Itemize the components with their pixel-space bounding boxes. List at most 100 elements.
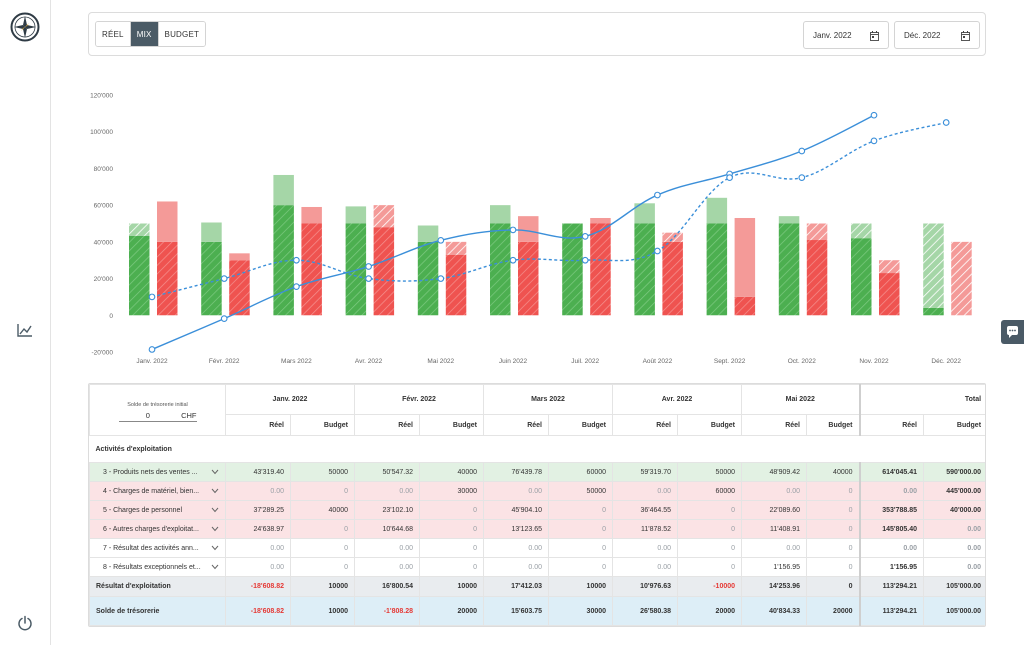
line-point[interactable] (942, 119, 950, 126)
line-point[interactable] (293, 283, 300, 290)
table-cell: 23'102.10 (354, 500, 420, 520)
income-bar-budget (778, 216, 800, 224)
date-from-picker[interactable]: Janv. 2022 (803, 21, 889, 49)
col-budget-header: Budget (677, 414, 743, 436)
sidebar (0, 0, 51, 645)
table-cell: 20000 (677, 596, 743, 626)
expense-bar-budget (373, 205, 395, 228)
table-cell: 0.00 (923, 519, 985, 539)
total-header: Total (858, 384, 985, 415)
mode-mix-button[interactable]: MIX (129, 22, 158, 46)
line-point[interactable] (220, 315, 228, 322)
month-header: Févr. 2022 (354, 384, 484, 415)
expense-bar-real (229, 260, 250, 316)
table-cell: 445'000.00 (923, 481, 985, 501)
line-point[interactable] (365, 263, 372, 270)
line-point[interactable] (148, 293, 156, 301)
table-cell: 26'580.38 (612, 596, 679, 626)
income-bar-budget (129, 223, 150, 236)
table-cell: 0.00 (225, 538, 291, 558)
date-to-picker[interactable]: Déc. 2022 (894, 21, 980, 49)
cashflow-chart: 120'000 100'000 80'000 60'000 40'000 20'000 0 -… (90, 93, 972, 365)
expense-bar-budget (951, 241, 972, 316)
table-cell: 0 (806, 500, 861, 520)
line-point[interactable] (220, 275, 228, 282)
solde-row: Solde de trésorerie -18'608.82 10000 -1'808… (89, 596, 985, 626)
table-row[interactable]: 8 - Résultats exceptionnels et... 0.00 0 0.… (89, 557, 985, 577)
expense-bar-real (157, 241, 178, 316)
x-tick-label: Août 2022 (643, 358, 673, 365)
y-tick-label: 120'000 (90, 93, 113, 100)
col-budget-header: Budget (290, 414, 355, 436)
mode-budget-button[interactable]: BUDGET (157, 22, 206, 46)
line-point[interactable] (365, 275, 372, 282)
table-cell: 0 (677, 538, 743, 558)
line-point[interactable] (437, 275, 445, 282)
x-tick-label: Janv. 2022 (136, 358, 168, 365)
row-label[interactable]: 4 - Charges de matériel, bien... (89, 481, 226, 501)
table-cell: 14'253.96 (741, 576, 808, 597)
row-label-text: 6 - Autres charges d'exploitat... (103, 525, 199, 533)
line-chart-icon[interactable] (17, 323, 33, 337)
compass-logo[interactable] (10, 12, 40, 42)
line-point[interactable] (654, 191, 661, 199)
table-cell: 40'000.00 (923, 500, 985, 520)
row-label[interactable]: 8 - Résultats exceptionnels et... (89, 557, 226, 577)
line-point[interactable] (726, 174, 733, 181)
col-real-header: Réel (483, 414, 549, 436)
table-cell: 0 (290, 519, 355, 539)
table-cell: 50000 (547, 481, 614, 501)
chevron-down-icon[interactable] (211, 526, 219, 532)
table-cell: 10000 (547, 576, 614, 597)
lines (148, 111, 950, 353)
table-cell: 0.00 (612, 538, 679, 558)
table-cell: 105'000.00 (923, 596, 985, 626)
line-point[interactable] (798, 174, 806, 181)
row-label-text: 3 - Produits nets des ventes ... (103, 468, 198, 476)
line-point[interactable] (581, 233, 589, 240)
chevron-down-icon[interactable] (211, 507, 219, 513)
table-row[interactable]: 4 - Charges de matériel, bien... 0.00 0 0.0… (89, 481, 985, 501)
col-budget-header: Budget (806, 414, 861, 436)
line-point[interactable] (654, 247, 661, 255)
x-tick-label: Juin 2022 (499, 358, 528, 365)
chevron-down-icon[interactable] (211, 545, 219, 551)
col-real-header: Réel (741, 414, 808, 436)
table-row[interactable]: 6 - Autres charges d'exploitat... 24'638.… (89, 519, 985, 539)
power-icon[interactable] (17, 615, 33, 631)
line-point[interactable] (509, 256, 517, 264)
row-label[interactable]: 6 - Autres charges d'exploitat... (89, 519, 226, 539)
line-point[interactable] (293, 256, 300, 264)
line-point[interactable] (870, 111, 878, 119)
mode-real-button[interactable]: RÉEL (96, 22, 130, 46)
chevron-down-icon[interactable] (211, 564, 219, 570)
income-bar-real (634, 223, 655, 316)
feedback-tab[interactable] (1001, 320, 1024, 344)
month-header: Janv. 2022 (225, 384, 355, 415)
chevron-down-icon[interactable] (211, 469, 219, 475)
x-axis: Janv. 2022 Févr. 2022 Mars 2022 Avr. 2022 Ma… (136, 358, 961, 365)
table-row[interactable]: 3 - Produits nets des ventes ... 43'319.4… (89, 462, 985, 482)
line-point[interactable] (437, 236, 445, 244)
income-bar-real (778, 223, 800, 316)
month-header: Mai 2022 (741, 384, 861, 415)
row-label[interactable]: 7 - Résultat des activités ann... (89, 538, 226, 558)
table-row[interactable]: 7 - Résultat des activités ann... 0.00 0 0.… (89, 538, 985, 558)
x-tick-label: Févr. 2022 (209, 358, 240, 365)
month-header: Avr. 2022 (612, 384, 743, 415)
chevron-down-icon[interactable] (211, 488, 219, 494)
line-point[interactable] (870, 137, 878, 145)
line-point[interactable] (148, 346, 156, 353)
row-label-text: 4 - Charges de matériel, bien... (103, 487, 200, 495)
y-tick-label: 60'000 (94, 203, 114, 210)
table-cell: 0 (806, 538, 861, 558)
table-cell: 15'603.75 (483, 596, 549, 626)
row-label[interactable]: 5 - Charges de personnel (89, 500, 226, 520)
line-point[interactable] (581, 256, 589, 264)
line-point[interactable] (509, 226, 517, 234)
table-row[interactable]: 5 - Charges de personnel 37'289.25 40000 23… (89, 500, 985, 520)
line-point[interactable] (798, 147, 806, 155)
initial-balance-input[interactable]: 0 CHF (118, 411, 197, 422)
row-label[interactable]: 3 - Produits nets des ventes ... (89, 462, 226, 482)
table-cell: 1'156.95 (741, 557, 808, 577)
